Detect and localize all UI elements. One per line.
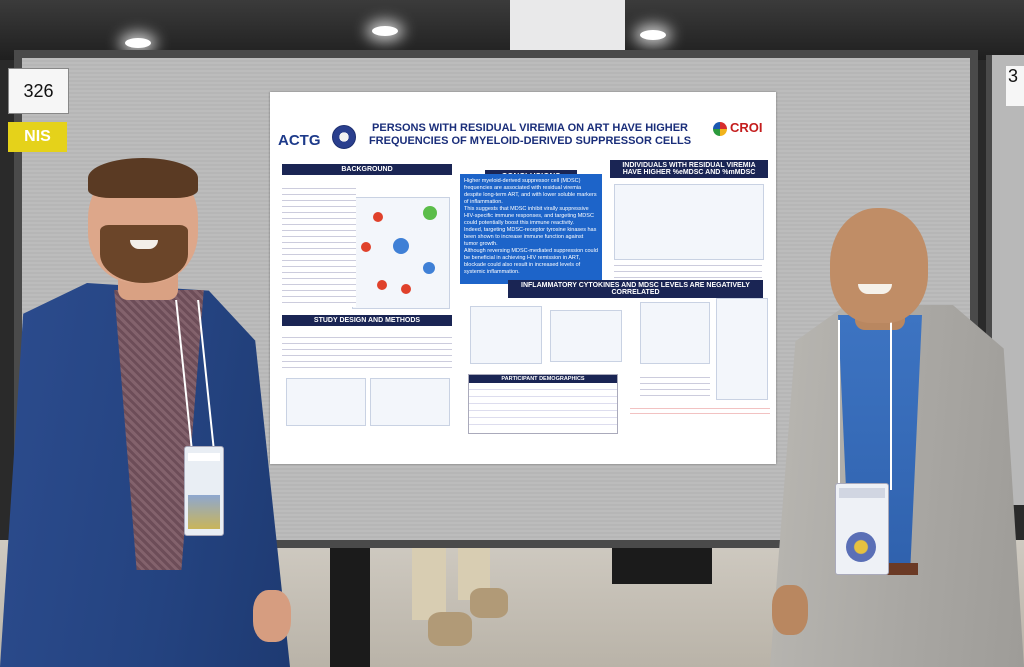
acknowledgements	[630, 404, 770, 416]
background-heading: BACKGROUND	[282, 164, 452, 175]
hand	[253, 590, 291, 642]
scatter-panel	[470, 306, 542, 364]
ceiling-light	[125, 38, 151, 48]
background-people-legs	[330, 540, 508, 667]
board-number-right: 3	[1006, 66, 1024, 106]
croi-logo: CROI	[730, 120, 763, 135]
poster-title: PERSONS WITH RESIDUAL VIREMIA ON ART HAV…	[368, 122, 692, 147]
correlation-scatter-panel	[716, 298, 768, 400]
conclusions-box: Higher myeloid-derived suppressor cell (…	[460, 174, 602, 284]
ceiling-light	[372, 26, 398, 36]
individuals-heading: INDIVIDUALS WITH RESIDUAL VIREMIA HAVE H…	[610, 160, 768, 178]
mdsc-boxplot-panel	[640, 302, 710, 364]
mdsc-diagram	[352, 197, 450, 309]
correlation-text-panel	[550, 310, 622, 362]
ceiling-light	[640, 30, 666, 40]
participant-demographics-table: PARTICIPANT DEMOGRAPHICS	[468, 374, 618, 434]
actg-logo: ACTG	[278, 132, 321, 149]
board-number: 326	[8, 68, 69, 114]
university-seal-icon	[332, 125, 356, 149]
croi-mark-icon	[713, 122, 727, 136]
mmdsc-gating-figure	[370, 378, 450, 426]
study-design-heading: STUDY DESIGN AND METHODS	[282, 315, 452, 326]
board-tag: NIS	[8, 122, 67, 152]
poster-header: ACTG PERSONS WITH RESIDUAL VIREMIA ON AR…	[270, 92, 776, 162]
gating-strategy-figure	[286, 378, 366, 426]
residual-viremia-boxplots	[614, 184, 764, 260]
name-badge	[835, 483, 889, 575]
beard	[100, 225, 188, 283]
name-badge	[184, 446, 224, 536]
hand	[772, 585, 808, 635]
cytokines-heading: INFLAMMATORY CYTOKINES AND MDSC LEVELS A…	[508, 280, 763, 298]
lanyard	[838, 320, 892, 490]
hair	[88, 158, 198, 198]
face	[830, 208, 928, 323]
research-poster: ACTG PERSONS WITH RESIDUAL VIREMIA ON AR…	[270, 92, 776, 464]
left-column: BACKGROUND STUDY DESIGN AND METHODS	[282, 164, 452, 430]
